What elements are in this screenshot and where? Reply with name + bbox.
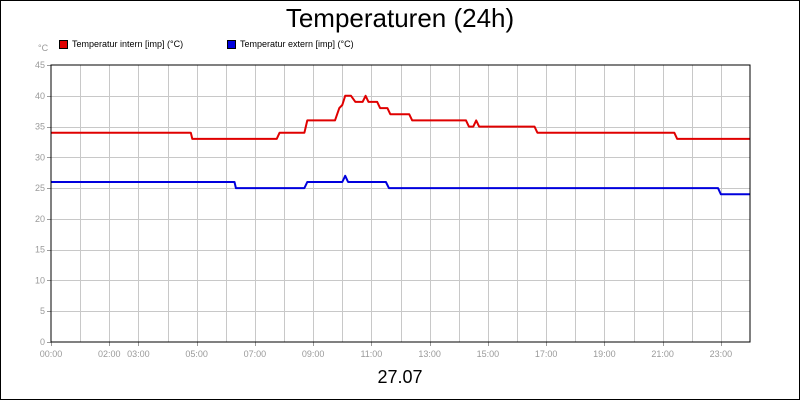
legend-swatch-intern: [59, 39, 68, 49]
legend-swatch-extern: [227, 39, 236, 49]
legend-item-intern: Temperatur intern [imp] (°C): [59, 39, 183, 49]
x-tick-label: 07:00: [244, 349, 267, 359]
y-tick-label: 25: [35, 183, 45, 193]
y-tick-label: 40: [35, 91, 45, 101]
x-tick-label: 17:00: [535, 349, 558, 359]
x-tick-label: 05:00: [185, 349, 208, 359]
x-tick-label: 02:00: [98, 349, 121, 359]
y-tick-label: 30: [35, 152, 45, 162]
y-tick-label: 5: [40, 306, 45, 316]
x-tick-label: 23:00: [710, 349, 733, 359]
x-tick-label: 11:00: [360, 349, 382, 359]
y-tick-label: 45: [35, 60, 45, 70]
x-tick-label: 15:00: [477, 349, 500, 359]
x-tick-label: 03:00: [127, 349, 150, 359]
y-tick-label: 10: [35, 275, 45, 285]
date-label: 27.07: [377, 367, 423, 387]
x-tick-label: 13:00: [418, 349, 441, 359]
y-tick-label: 20: [35, 214, 45, 224]
x-tick-label: 19:00: [593, 349, 616, 359]
legend-label-intern: Temperatur intern [imp] (°C): [72, 39, 184, 49]
chart-title: Temperaturen (24h): [285, 3, 515, 33]
y-tick-label: 0: [40, 337, 45, 347]
x-tick-label: 21:00: [651, 349, 674, 359]
x-tick-label: 00:00: [40, 349, 63, 359]
series-line-extern: [51, 174, 750, 196]
x-tick-label: 09:00: [302, 349, 325, 359]
plot-border: [50, 64, 751, 343]
y-tick-label: 15: [35, 245, 45, 255]
y-axis-unit-label: °C: [38, 43, 49, 53]
legend-item-extern: Temperatur extern [imp] (°C): [227, 39, 354, 49]
y-tick-label: 35: [35, 122, 45, 132]
legend-label-extern: Temperatur extern [imp] (°C): [240, 39, 354, 49]
series-line-intern: [51, 94, 750, 140]
